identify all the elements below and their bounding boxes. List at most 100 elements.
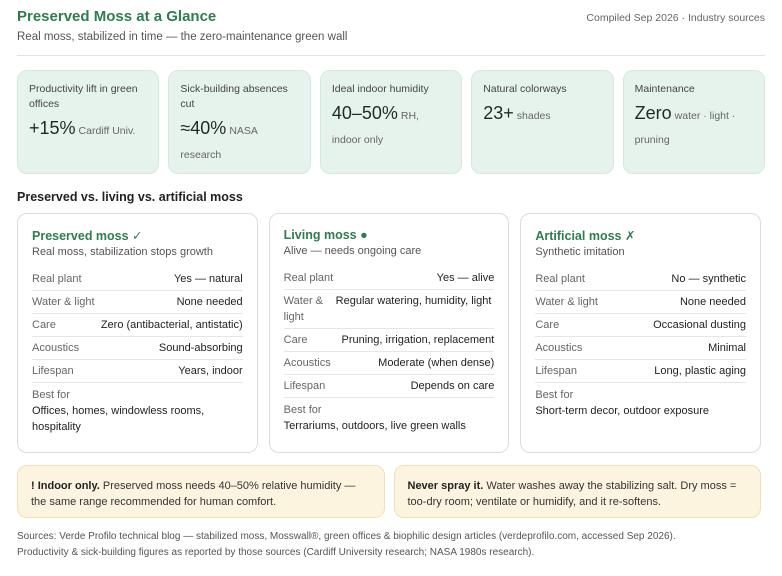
row-key: Acoustics (32, 342, 80, 354)
table-row: Acoustics Sound-absorbing (32, 337, 243, 360)
table-row: Real plant Yes — natural (32, 268, 243, 291)
row-value: Zero (antibacterial, antistatic) (100, 319, 243, 331)
row-key: Lifespan (32, 365, 74, 377)
row-value: Minimal (708, 342, 747, 354)
row-key: Real plant (32, 273, 82, 285)
stat-unit: Cardiff Univ. (78, 125, 136, 137)
stat-value: +15% (29, 118, 76, 138)
stat-unit: RH, indoor only (331, 110, 419, 146)
table-row: Acoustics Moderate (when dense) (283, 352, 495, 375)
card-subtitle: Synthetic imitation (535, 246, 625, 258)
stat-unit: water · light · pruning (634, 110, 736, 146)
row-value: Yes — natural (173, 273, 243, 285)
row-key: Water & light (283, 295, 323, 323)
sources-line: Productivity & sick-building figures as … (17, 547, 535, 558)
note-lead: Never spray it. (407, 480, 484, 492)
compiled-note: Compiled Sep 2026 · Industry sources (586, 12, 765, 24)
stat-label: Ideal indoor humidity (331, 83, 429, 95)
row-key: Care (32, 319, 56, 331)
row-value: None needed (679, 296, 747, 308)
row-key: Acoustics (283, 357, 331, 369)
best-for-value: Short-term decor, outdoor exposure (535, 405, 709, 417)
sources-line: Sources: Verde Profilo technical blog — … (17, 531, 676, 542)
note-text: Water washes away the stabilizing salt. … (407, 480, 737, 508)
row-value: No — synthetic (671, 273, 747, 285)
page-subtitle: Real moss, stabilized in time — the zero… (17, 31, 348, 43)
table-row: Water & light None needed (535, 291, 747, 314)
stat-card-absences: Sick-building absences cut ≈40% NASA rese… (168, 70, 311, 174)
card-preserved-moss: Preserved moss ✓ Real moss, stabilizatio… (17, 213, 258, 453)
table-row: Real plant Yes — alive (283, 267, 495, 290)
row-key: Lifespan (535, 365, 577, 377)
stat-unit: NASA research (180, 125, 258, 161)
stat-label: Natural colorways (483, 83, 567, 95)
stat-label: Maintenance (634, 83, 695, 95)
stat-value: ≈40% (180, 118, 227, 138)
row-value: Sound-absorbing (158, 342, 243, 354)
card-artificial-moss: Artificial moss ✗ Synthetic imitation Re… (520, 213, 762, 453)
best-for: Best for Terrariums, outdoors, live gree… (284, 398, 495, 434)
best-for-value: Terrariums, outdoors, live green walls (283, 420, 466, 432)
table-row: Care Pruning, irrigation, replacement (283, 329, 495, 352)
notes-row: ! Indoor only. Preserved moss needs 40–5… (17, 465, 761, 518)
stat-card-humidity: Ideal indoor humidity 40–50% RH, indoor o… (319, 70, 463, 174)
row-key: Acoustics (535, 342, 583, 354)
row-value: Depends on care (410, 380, 495, 392)
table-row: Water & light Regular watering, humidity,… (283, 290, 495, 329)
best-for-label: Best for (535, 389, 574, 401)
best-for: Best for Offices, homes, windowless room… (32, 383, 243, 435)
table-row: Lifespan Years, indoor (32, 360, 243, 383)
card-title: Preserved moss ✓ (32, 229, 143, 243)
stat-card-maintenance: Maintenance Zero water · light · pruning (622, 70, 766, 174)
table-row: Lifespan Depends on care (283, 375, 495, 398)
table-row: Lifespan Long, plastic aging (535, 360, 747, 383)
card-title: Living moss ● (283, 228, 368, 242)
stat-label: Productivity lift in green offices (29, 83, 138, 110)
stat-card-productivity: Productivity lift in green offices +15% C… (17, 70, 160, 174)
table-row: Care Occasional dusting (535, 314, 747, 337)
row-key: Lifespan (283, 380, 326, 392)
best-for-label: Best for (283, 404, 322, 416)
row-value: None needed (176, 296, 243, 308)
page-title: Preserved Moss at a Glance (17, 8, 217, 25)
stat-value: 40–50% (331, 103, 398, 123)
note-indoor-only: ! Indoor only. Preserved moss needs 40–5… (17, 465, 385, 518)
row-key: Care (535, 319, 560, 331)
comparison-cards: Preserved moss ✓ Real moss, stabilizatio… (17, 213, 762, 453)
sources: Sources: Verde Profilo technical blog — … (17, 529, 767, 561)
row-value: Years, indoor (178, 365, 243, 377)
row-value: Moderate (when dense) (378, 357, 495, 369)
best-for-label: Best for (32, 389, 70, 401)
card-subtitle: Real moss, stabilization stops growth (32, 246, 213, 258)
note-lead: ! Indoor only. (31, 480, 100, 492)
stats-row: Productivity lift in green offices +15% C… (17, 70, 766, 174)
best-for-value: Offices, homes, windowless rooms, hospit… (32, 405, 205, 433)
row-value: Regular watering, humidity, light (335, 295, 492, 307)
row-key: Water & light (32, 296, 95, 308)
card-subtitle: Alive — needs ongoing care (283, 245, 422, 257)
table-row: Acoustics Minimal (535, 337, 747, 360)
stat-value: 23+ (483, 103, 514, 123)
stat-card-colorways: Natural colorways 23+ shades (471, 70, 614, 174)
best-for: Best for Short-term decor, outdoor expos… (535, 383, 746, 419)
card-living-moss: Living moss ● Alive — needs ongoing care… (268, 213, 510, 453)
table-row: Real plant No — synthetic (535, 268, 747, 291)
row-value: Pruning, irrigation, replacement (341, 334, 495, 346)
table-row: Water & light None needed (32, 291, 243, 314)
row-value: Long, plastic aging (654, 365, 747, 377)
row-key: Water & light (535, 296, 598, 308)
header: Preserved Moss at a Glance Real moss, st… (17, 8, 765, 56)
row-key: Care (283, 334, 308, 346)
row-key: Real plant (535, 273, 585, 285)
row-value: Yes — alive (436, 272, 495, 284)
table-row: Care Zero (antibacterial, antistatic) (32, 314, 243, 337)
row-value: Occasional dusting (653, 319, 747, 331)
card-title: Artificial moss ✗ (535, 229, 636, 243)
note-never-spray: Never spray it. Water washes away the st… (393, 465, 761, 518)
row-key: Real plant (283, 272, 334, 284)
stat-label: Sick-building absences cut (180, 83, 288, 110)
note-text: Preserved moss needs 40–50% relative hum… (31, 480, 356, 508)
stat-unit: shades (516, 110, 551, 122)
comparison-title: Preserved vs. living vs. artificial moss (17, 190, 243, 204)
stat-value: Zero (634, 103, 672, 123)
